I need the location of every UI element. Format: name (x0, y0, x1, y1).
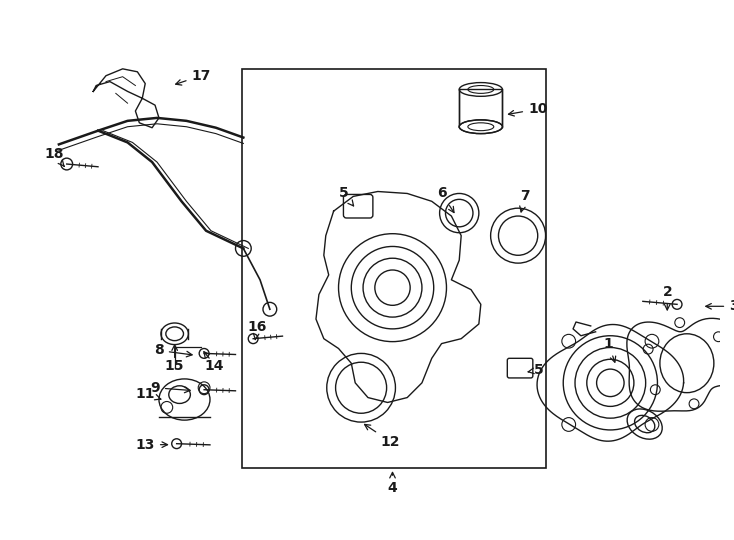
Text: 16: 16 (247, 320, 266, 340)
Text: 9: 9 (150, 381, 190, 395)
Text: 5: 5 (528, 363, 544, 377)
Bar (242, 69, 545, 468)
FancyBboxPatch shape (507, 359, 533, 378)
Text: 2: 2 (662, 285, 672, 310)
Text: 5: 5 (338, 186, 354, 206)
Text: 15: 15 (165, 359, 184, 373)
Text: 11: 11 (136, 387, 161, 401)
Text: 17: 17 (175, 69, 211, 85)
Text: 12: 12 (365, 424, 400, 449)
Text: 6: 6 (437, 186, 454, 213)
Text: 18: 18 (44, 147, 64, 166)
Text: 3: 3 (706, 299, 734, 313)
FancyBboxPatch shape (344, 194, 373, 218)
Text: 10: 10 (509, 102, 548, 116)
Text: 13: 13 (136, 437, 167, 451)
Text: 4: 4 (388, 472, 397, 495)
Text: 1: 1 (603, 336, 616, 362)
Text: 8: 8 (154, 343, 192, 357)
Text: 7: 7 (520, 190, 530, 212)
Text: 14: 14 (204, 359, 224, 373)
Bar (459, 90, 502, 127)
Ellipse shape (459, 120, 502, 133)
